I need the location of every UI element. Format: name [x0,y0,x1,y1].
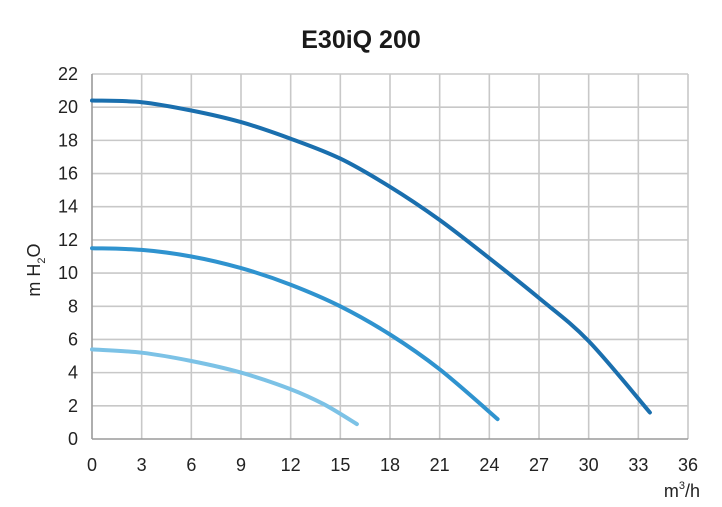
y-tick-label: 4 [68,363,78,383]
series-line-1 [90,98,652,415]
y-tick-label: 2 [68,396,78,416]
x-axis-label-m: m [664,481,679,501]
y-axis-label-o: O [24,243,44,257]
y-axis-label-text: m H [24,264,44,297]
x-tick-label: 18 [380,455,400,475]
chart-title: E30iQ 200 [301,26,421,54]
y-tick-label: 16 [58,164,78,184]
series-line-2 [90,246,500,422]
axes: 0 3 6 9 12 15 18 21 24 27 30 33 36024681012141618202… [58,64,698,475]
x-axis-label: m3/h [664,480,700,501]
y-tick-label: 10 [58,263,78,283]
x-tick-label: 15 [330,455,350,475]
labels: E30iQ 200 m H2O m3/h [24,26,700,501]
y-tick-label: 12 [58,230,78,250]
x-tick-label: 27 [529,455,549,475]
y-tick-label: 6 [68,329,78,349]
x-axis-label-superscript: 3 [679,480,685,492]
y-tick-label: 22 [58,64,78,84]
x-tick-label: 30 [579,455,599,475]
x-tick-label: 6 [186,455,196,475]
x-tick-label: 33 [628,455,648,475]
y-tick-label: 18 [58,130,78,150]
y-tick-label: 0 [68,429,78,449]
y-axis-label: m H2O [24,243,48,296]
x-axis-label-unit: /h [685,481,700,501]
x-tick-label: 0 [87,455,97,475]
series-layer [90,98,652,427]
x-tick-label: 36 [678,455,698,475]
y-axis-label-subscript: 2 [36,257,48,263]
series-line-3 [90,347,359,427]
y-tick-label: 8 [68,296,78,316]
x-tick-label: 24 [479,455,499,475]
x-tick-label: 12 [281,455,301,475]
grid [92,73,689,439]
y-tick-label: 14 [58,197,78,217]
x-tick-label: 21 [430,455,450,475]
x-tick-label: 3 [137,455,147,475]
x-tick-label: 9 [236,455,246,475]
y-tick-label: 20 [58,97,78,117]
